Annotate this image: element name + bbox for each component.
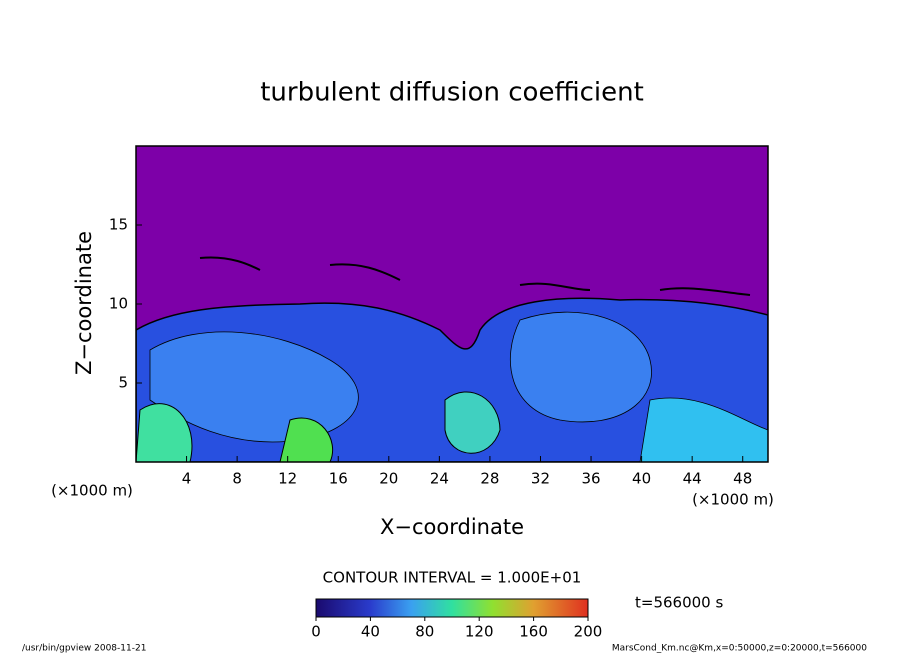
time-label: t=566000 s bbox=[635, 594, 723, 612]
contour-field bbox=[136, 146, 768, 462]
x-tick-label: 44 bbox=[683, 470, 702, 488]
x-tick-label: 28 bbox=[480, 470, 499, 488]
x-tick-label: 48 bbox=[733, 470, 752, 488]
colorbar-tick-label: 120 bbox=[465, 623, 494, 641]
footer-left: /usr/bin/gpview 2008-11-21 bbox=[22, 644, 146, 654]
colorbar bbox=[315, 598, 589, 618]
y-tick-label: 10 bbox=[109, 295, 128, 313]
y-tick-label: 15 bbox=[109, 216, 128, 234]
y-axis-label: Z−coordinate bbox=[72, 231, 96, 375]
colorbar-tick-label: 80 bbox=[415, 623, 434, 641]
x-tick-label: 12 bbox=[278, 470, 297, 488]
x-axis-label: X−coordinate bbox=[380, 515, 524, 539]
y-unit-label: (×1000 m) bbox=[51, 482, 133, 500]
colorbar-tick-label: 200 bbox=[574, 623, 603, 641]
x-tick-label: 32 bbox=[531, 470, 550, 488]
contour-interval: CONTOUR INTERVAL = 1.000E+01 bbox=[323, 569, 582, 587]
y-tick-label: 5 bbox=[118, 374, 128, 392]
x-tick-label: 40 bbox=[632, 470, 651, 488]
colorbar-tick-label: 40 bbox=[361, 623, 380, 641]
x-tick-label: 20 bbox=[379, 470, 398, 488]
footer-right: MarsCond_Km.nc@Km,x=0:50000,z=0:20000,t=… bbox=[612, 644, 867, 654]
x-tick-label: 8 bbox=[232, 470, 242, 488]
x-tick-label: 36 bbox=[581, 470, 600, 488]
chart-title: turbulent diffusion coefficient bbox=[260, 78, 644, 108]
x-tick-label: 16 bbox=[329, 470, 348, 488]
x-unit-label: (×1000 m) bbox=[692, 491, 774, 509]
x-tick-label: 24 bbox=[430, 470, 449, 488]
colorbar-tick-label: 0 bbox=[311, 623, 321, 641]
x-tick-label: 4 bbox=[182, 470, 192, 488]
colorbar-tick-label: 160 bbox=[519, 623, 548, 641]
